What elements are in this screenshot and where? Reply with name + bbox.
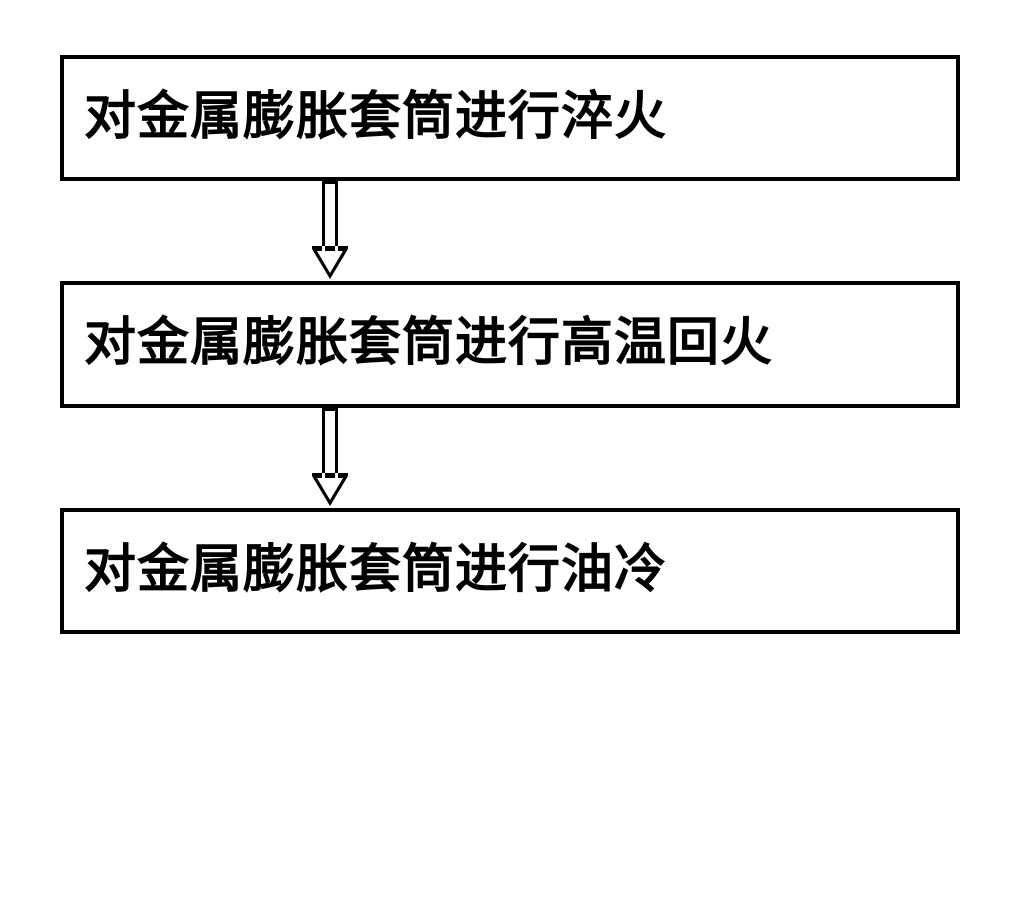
arrow-1 (0, 181, 780, 281)
down-arrow-icon (312, 408, 348, 508)
flowchart: 对金属膨胀套筒进行淬火 对金属膨胀套筒进行高温回火 对金属膨胀套筒进行油冷 (60, 55, 960, 634)
process-step-2-label: 对金属膨胀套筒进行高温回火 (84, 313, 936, 375)
process-step-3-label: 对金属膨胀套筒进行油冷 (84, 540, 936, 602)
process-step-2: 对金属膨胀套筒进行高温回火 (60, 281, 960, 407)
arrow-2 (0, 408, 780, 508)
process-step-1: 对金属膨胀套筒进行淬火 (60, 55, 960, 181)
process-step-1-label: 对金属膨胀套筒进行淬火 (84, 87, 936, 149)
down-arrow-icon (312, 181, 348, 281)
process-step-3: 对金属膨胀套筒进行油冷 (60, 508, 960, 634)
